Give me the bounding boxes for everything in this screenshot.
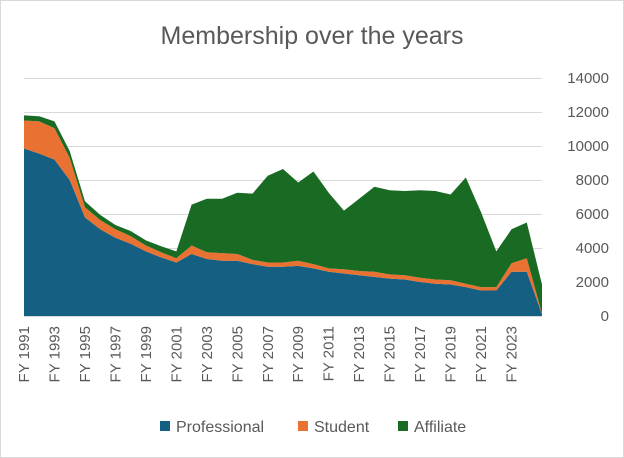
x-tick-label-0: FY 1991	[16, 326, 33, 382]
x-tick-label-14: FY 2019	[443, 326, 460, 382]
legend-label-professional: Professional	[176, 419, 264, 436]
y-tick-label-5: 10000	[567, 138, 609, 155]
chart-title: Membership over the years	[161, 22, 464, 50]
x-tick-label-10: FY 2011	[321, 326, 338, 381]
y-tick-label-0: 0	[601, 308, 609, 325]
y-tick-label-7: 14000	[567, 70, 609, 87]
legend-label-student: Student	[314, 419, 370, 436]
x-tick-label-4: FY 1999	[138, 326, 155, 382]
y-tick-label-2: 4000	[576, 240, 609, 257]
y-tick-label-4: 8000	[576, 172, 609, 189]
y-tick-label-1: 2000	[576, 274, 609, 291]
legend-label-affiliate: Affiliate	[414, 419, 466, 436]
area-professional	[24, 148, 542, 316]
x-tick-label-11: FY 2013	[351, 326, 368, 382]
legend-swatch-professional	[160, 421, 170, 431]
x-tick-label-12: FY 2015	[382, 326, 399, 382]
x-tick-label-2: FY 1995	[77, 326, 94, 382]
x-tick-label-8: FY 2007	[260, 326, 277, 382]
y-tick-label-6: 12000	[567, 104, 609, 121]
x-tick-label-1: FY 1993	[46, 326, 63, 382]
legend-swatch-student	[298, 421, 308, 431]
x-tick-label-6: FY 2003	[199, 326, 216, 382]
x-tick-label-5: FY 2001	[168, 326, 185, 382]
x-tick-label-7: FY 2005	[229, 326, 246, 382]
y-tick-label-3: 6000	[576, 206, 609, 223]
legend-swatch-affiliate	[398, 421, 408, 431]
x-tick-label-15: FY 2021	[473, 326, 490, 382]
x-tick-label-13: FY 2017	[412, 326, 429, 382]
y-axis-tick-labels: 0 2000 4000 6000 8000 10000 12000 14000	[567, 70, 609, 325]
legend: Professional Student Affiliate	[160, 419, 466, 436]
x-axis-tick-labels: FY 1991 FY 1993 FY 1995 FY 1997 FY 1999 FY 20…	[16, 326, 521, 382]
area-affiliate	[24, 115, 542, 314]
x-tick-label-3: FY 1997	[107, 326, 124, 382]
x-tick-label-9: FY 2009	[290, 326, 307, 382]
stacked-areas	[24, 115, 542, 316]
x-tick-label-16: FY 2023	[504, 326, 521, 382]
